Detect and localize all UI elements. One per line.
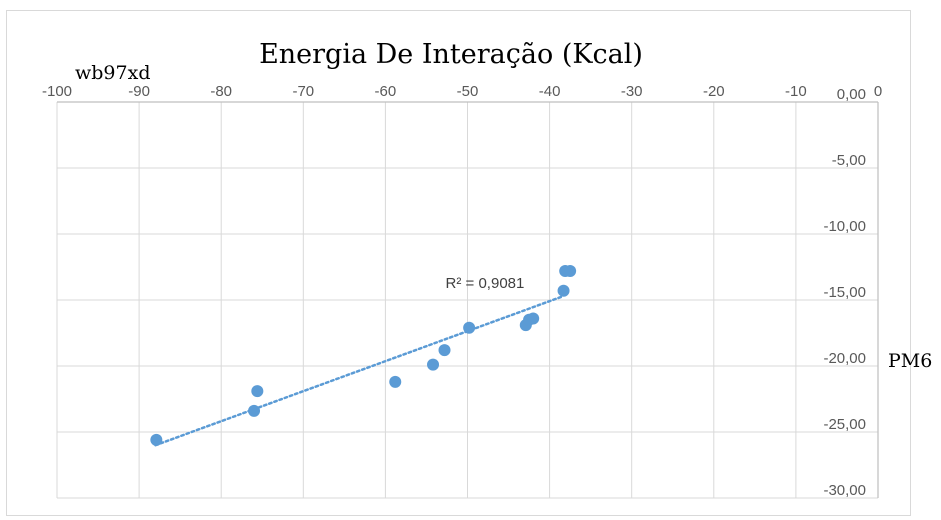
data-point <box>463 321 476 334</box>
x-tick-label: -30 <box>621 83 643 100</box>
x-tick-label: -20 <box>703 83 725 100</box>
tick-layer: -100 -90 -80 -70 -60 -50 -40 -30 -20 -10 00,00-5,0… <box>42 83 882 499</box>
chart-title: Energia De Interação (Kcal) <box>259 39 643 70</box>
grid-layer <box>56 101 879 499</box>
data-point <box>248 404 261 417</box>
scatter-chart: -100 -90 -80 -70 -60 -50 -40 -30 -20 -10 00,00-5,0… <box>42 39 882 499</box>
axis-layer <box>57 101 879 498</box>
y-tick-label: 0,00 <box>837 86 866 103</box>
r-squared-label: R² = 0,9081 <box>446 275 525 292</box>
trend-layer: R² = 0,9081 <box>154 275 565 447</box>
data-point <box>438 344 451 357</box>
chart-frame: -100 -90 -80 -70 -60 -50 -40 -30 -20 -10 0 0,00 -5,0… <box>6 10 911 516</box>
x-tick-label: -90 <box>128 83 150 100</box>
data-point <box>251 385 264 398</box>
x-tick-label: -40 <box>539 83 561 100</box>
data-point <box>564 264 577 277</box>
point-layer <box>150 264 577 446</box>
y-tick-label: -30,00 <box>823 482 866 499</box>
x-tick-label: -80 <box>210 83 232 100</box>
x-tick-label: -70 <box>292 83 314 100</box>
x-tick-label: -10 <box>785 83 807 100</box>
x-tick-label: -60 <box>375 83 397 100</box>
x-axis-label: wb97xd <box>75 62 150 84</box>
data-point <box>427 358 440 371</box>
x-tick-label: 0 <box>874 83 882 100</box>
y-axis-label: PM6 <box>888 350 933 372</box>
data-point <box>389 375 402 388</box>
y-tick-label: -25,00 <box>823 416 866 433</box>
data-point <box>527 312 540 325</box>
y-tick-label: -10,00 <box>823 218 866 235</box>
top-strip <box>0 0 941 6</box>
x-tick-label: -100 <box>42 83 72 100</box>
y-tick-label: -20,00 <box>823 350 866 367</box>
y-tick-label: -5,00 <box>832 152 866 169</box>
data-point <box>150 433 163 446</box>
x-tick-label: -50 <box>457 83 479 100</box>
trendline <box>154 294 565 447</box>
y-tick-label: -15,00 <box>823 284 866 301</box>
data-point <box>557 284 570 297</box>
